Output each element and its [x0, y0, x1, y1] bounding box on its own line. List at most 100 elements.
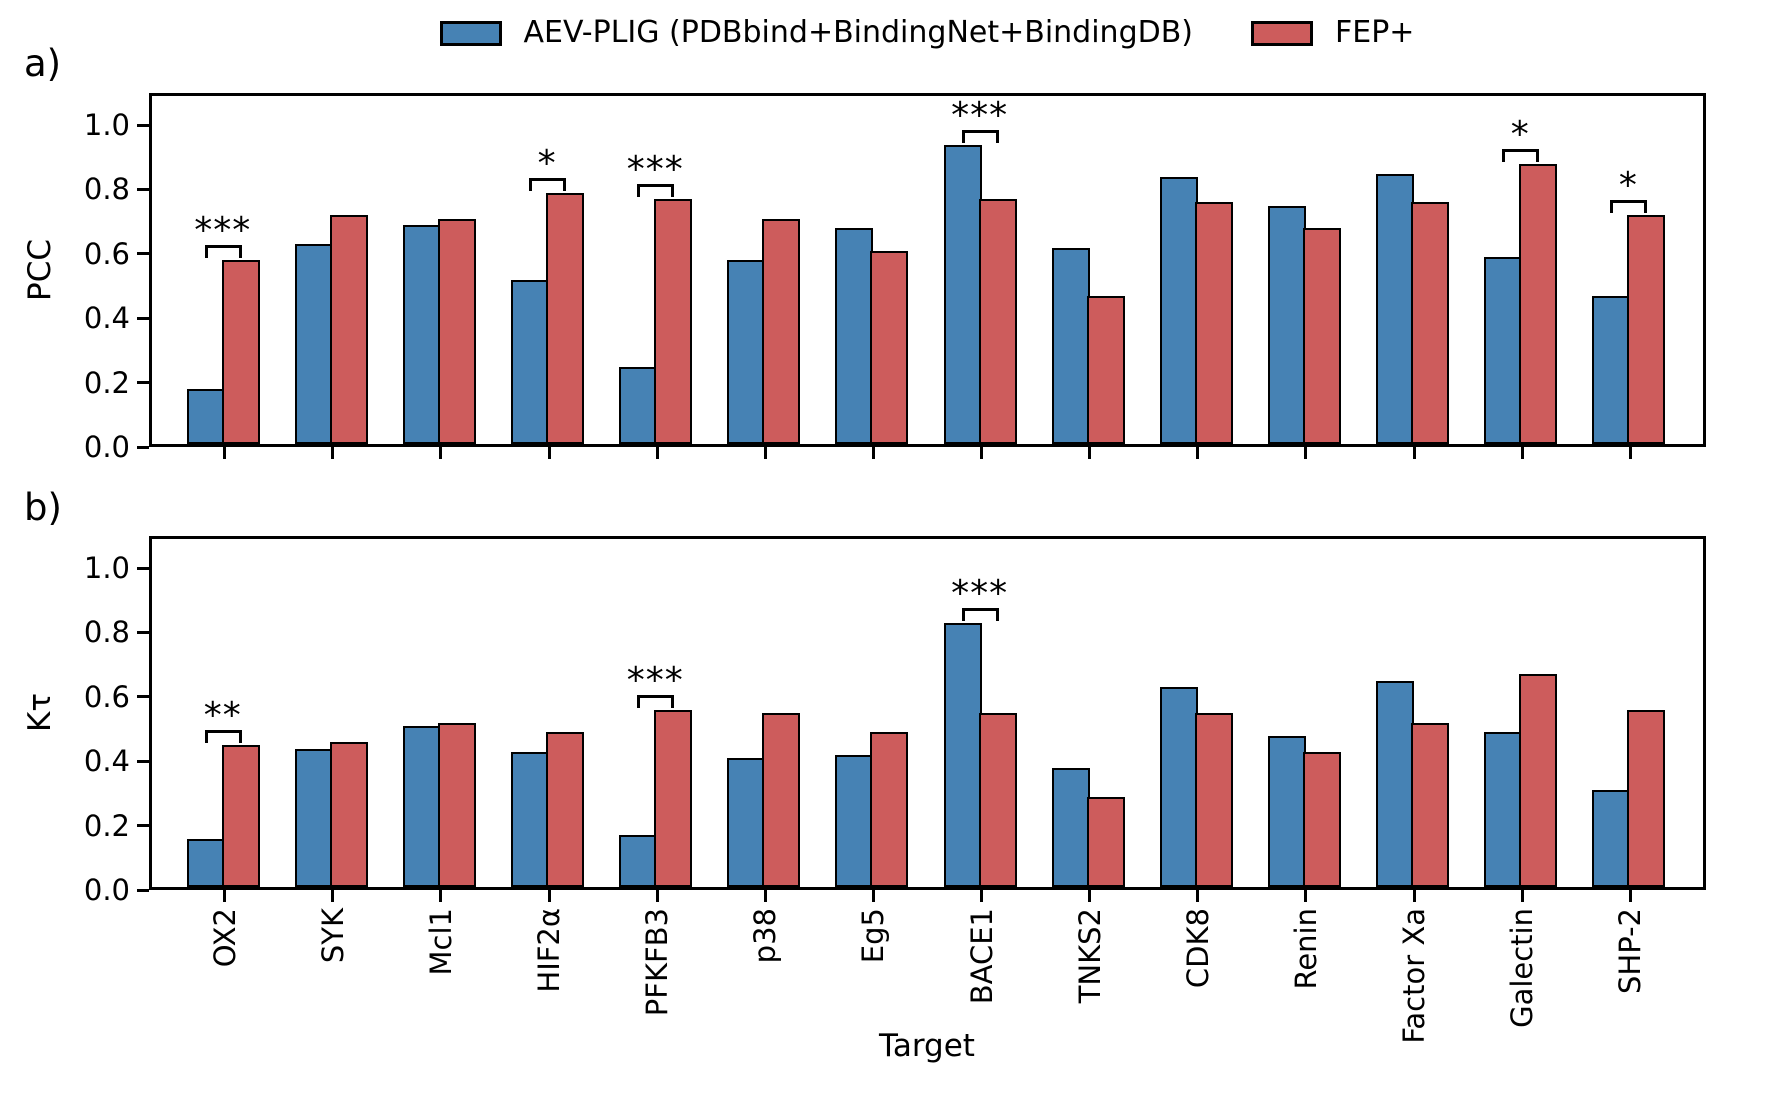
bar-a-Mcl1-fep: [437, 219, 476, 444]
bar-a-CDK8-fep: [1194, 202, 1233, 444]
significance-bracket-b-BACE1: [961, 607, 999, 621]
bar-a-CDK8-aevplig: [1159, 177, 1198, 444]
x-tick-mark: [763, 447, 767, 459]
bar-b-Galectin-aevplig: [1484, 732, 1523, 887]
x-tick-mark: [1304, 447, 1308, 459]
significance-stars-b-BACE1: ***: [951, 572, 1009, 614]
bar-b-HIF2α-aevplig: [511, 752, 550, 887]
legend-item-aevplig: AEV-PLIG (PDBbind+BindingNet+BindingDB): [439, 16, 1193, 50]
bar-b-OX2-aevplig: [186, 839, 225, 887]
panel-a-plot: [149, 93, 1706, 447]
y-tick-label: 0.6: [83, 236, 130, 271]
y-tick-label: 0.0: [83, 873, 130, 907]
x-tick-mark: [763, 890, 767, 902]
x-tick-mark: [655, 890, 659, 902]
x-tick-label-Renin: Renin: [1288, 908, 1323, 990]
significance-bracket-a-PFKFB3: [637, 184, 675, 198]
bar-b-PFKFB3-aevplig: [619, 835, 658, 887]
bar-b-CDK8-fep: [1194, 713, 1233, 887]
x-tick-label-TNKS2: TNKS2: [1072, 908, 1107, 1004]
x-tick-mark: [980, 890, 984, 902]
bar-a-OX2-aevplig: [186, 389, 225, 444]
y-tick-label: 0.2: [83, 808, 130, 843]
bar-a-BACE1-fep: [978, 199, 1017, 444]
y-tick-mark: [137, 759, 149, 763]
x-tick-label-SYK: SYK: [315, 908, 350, 964]
bar-a-HIF2α-aevplig: [511, 280, 550, 444]
x-tick-label-Galectin: Galectin: [1505, 908, 1540, 1028]
x-tick-mark: [1304, 890, 1308, 902]
significance-bracket-a-BACE1: [961, 129, 999, 143]
significance-stars-a-PFKFB3: ***: [626, 149, 684, 191]
x-tick-mark: [439, 447, 443, 459]
bar-a-Eg5-aevplig: [835, 228, 874, 444]
bar-a-Galectin-fep: [1519, 164, 1558, 444]
x-tick-label-OX2: OX2: [207, 908, 242, 968]
bar-a-TNKS2-aevplig: [1051, 248, 1090, 444]
x-tick-mark: [655, 447, 659, 459]
x-tick-mark: [439, 890, 443, 902]
bar-a-SYK-aevplig: [294, 244, 333, 444]
bar-b-SYK-aevplig: [294, 749, 333, 887]
bar-a-Factor Xa-aevplig: [1376, 174, 1415, 444]
legend-label-fep: FEP+: [1335, 15, 1415, 50]
bar-a-Factor Xa-fep: [1411, 202, 1450, 444]
x-tick-mark: [1088, 447, 1092, 459]
y-tick-label: 0.8: [83, 615, 130, 650]
bar-a-SHP-2-aevplig: [1592, 296, 1631, 444]
significance-stars-a-Galectin: *: [1510, 113, 1530, 155]
x-tick-label-HIF2α: HIF2α: [532, 908, 567, 993]
x-tick-mark: [871, 447, 875, 459]
bar-b-BACE1-fep: [978, 713, 1017, 887]
bar-a-Renin-aevplig: [1267, 206, 1306, 444]
x-tick-mark: [547, 890, 551, 902]
legend-item-fep: FEP+: [1251, 16, 1414, 50]
y-tick-mark: [137, 123, 149, 127]
bar-b-Mcl1-aevplig: [402, 726, 441, 887]
bar-b-Eg5-fep: [870, 732, 909, 887]
significance-bracket-b-PFKFB3: [637, 694, 675, 708]
bar-b-PFKFB3-fep: [654, 710, 693, 887]
bar-b-SHP-2-aevplig: [1592, 790, 1631, 887]
x-tick-mark: [871, 890, 875, 902]
y-tick-label: 1.0: [83, 108, 130, 142]
x-tick-mark: [1520, 890, 1524, 902]
y-tick-mark: [137, 888, 149, 892]
bar-b-TNKS2-fep: [1086, 797, 1125, 887]
bar-a-Eg5-fep: [870, 251, 909, 444]
x-tick-label-Mcl1: Mcl1: [423, 908, 458, 976]
bar-b-BACE1-aevplig: [943, 623, 982, 887]
y-tick-label: 0.4: [83, 744, 130, 779]
bar-b-CDK8-aevplig: [1159, 687, 1198, 887]
x-tick-mark: [980, 447, 984, 459]
bar-a-Galectin-aevplig: [1484, 257, 1523, 444]
x-tick-mark: [1412, 447, 1416, 459]
bar-a-HIF2α-fep: [546, 193, 585, 444]
significance-bracket-a-OX2: [204, 245, 242, 259]
x-tick-label-p38: p38: [748, 908, 783, 964]
x-tick-mark: [1196, 890, 1200, 902]
significance-stars-b-PFKFB3: ***: [626, 659, 684, 701]
x-tick-mark: [547, 447, 551, 459]
significance-bracket-b-OX2: [204, 730, 242, 744]
significance-stars-a-OX2: ***: [194, 210, 252, 252]
legend-swatch-fep: [1251, 20, 1313, 46]
y-tick-mark: [137, 252, 149, 256]
x-tick-mark: [1628, 890, 1632, 902]
y-tick-label: 1.0: [83, 551, 130, 585]
panel-label-a: a): [24, 42, 62, 85]
x-tick-label-PFKFB3: PFKFB3: [640, 908, 675, 1017]
x-tick-mark: [223, 890, 227, 902]
x-tick-mark: [1412, 890, 1416, 902]
legend-swatch-aevplig: [439, 20, 502, 46]
x-tick-label-Factor Xa: Factor Xa: [1397, 908, 1432, 1044]
x-axis-label: Target: [879, 1028, 975, 1064]
x-tick-mark: [1520, 447, 1524, 459]
bar-a-TNKS2-fep: [1086, 296, 1125, 444]
bar-b-p38-fep: [762, 713, 801, 887]
bar-a-BACE1-aevplig: [943, 145, 982, 444]
bar-b-OX2-fep: [221, 745, 260, 887]
significance-stars-a-HIF2α: *: [537, 142, 557, 184]
y-tick-label: 0.4: [83, 301, 130, 336]
y-tick-mark: [137, 445, 149, 449]
